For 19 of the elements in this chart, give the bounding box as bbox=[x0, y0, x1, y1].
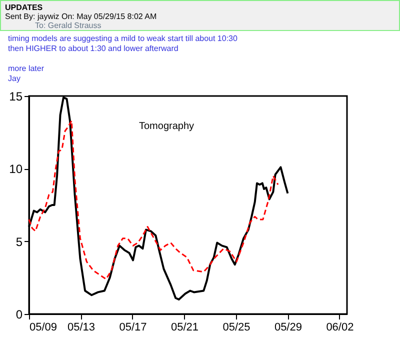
x-tick-label: 05/09 bbox=[30, 322, 58, 334]
y-tick-label: 10 bbox=[9, 162, 23, 176]
x-tick-label: 05/21 bbox=[170, 322, 198, 334]
x-tick-label: 05/29 bbox=[274, 322, 302, 334]
y-tick-label: 0 bbox=[16, 308, 23, 322]
x-tick-label: 05/13 bbox=[67, 322, 96, 334]
y-tick-label: 15 bbox=[9, 90, 23, 104]
text: Jay bbox=[8, 74, 22, 84]
chart-title: UPDATES bbox=[5, 3, 44, 12]
y-tick-label: 5 bbox=[16, 234, 23, 249]
text: To: Gerald Strauss bbox=[34, 21, 102, 30]
x-tick-label: 05/17 bbox=[119, 322, 147, 334]
x-tick-label: 06/02 bbox=[326, 322, 354, 334]
text: more later bbox=[8, 64, 46, 74]
text: then HIGHER to about 1:30 and lower afterward bbox=[8, 44, 180, 54]
text: Sent By: jaywiz On: May 05/29/15 8:02 AM bbox=[5, 12, 158, 21]
annotation: Tomography bbox=[139, 121, 194, 132]
text: timing models are suggesting a mild to weak start till about 10:30 bbox=[8, 34, 238, 44]
x-tick-label: 05/25 bbox=[222, 322, 250, 334]
